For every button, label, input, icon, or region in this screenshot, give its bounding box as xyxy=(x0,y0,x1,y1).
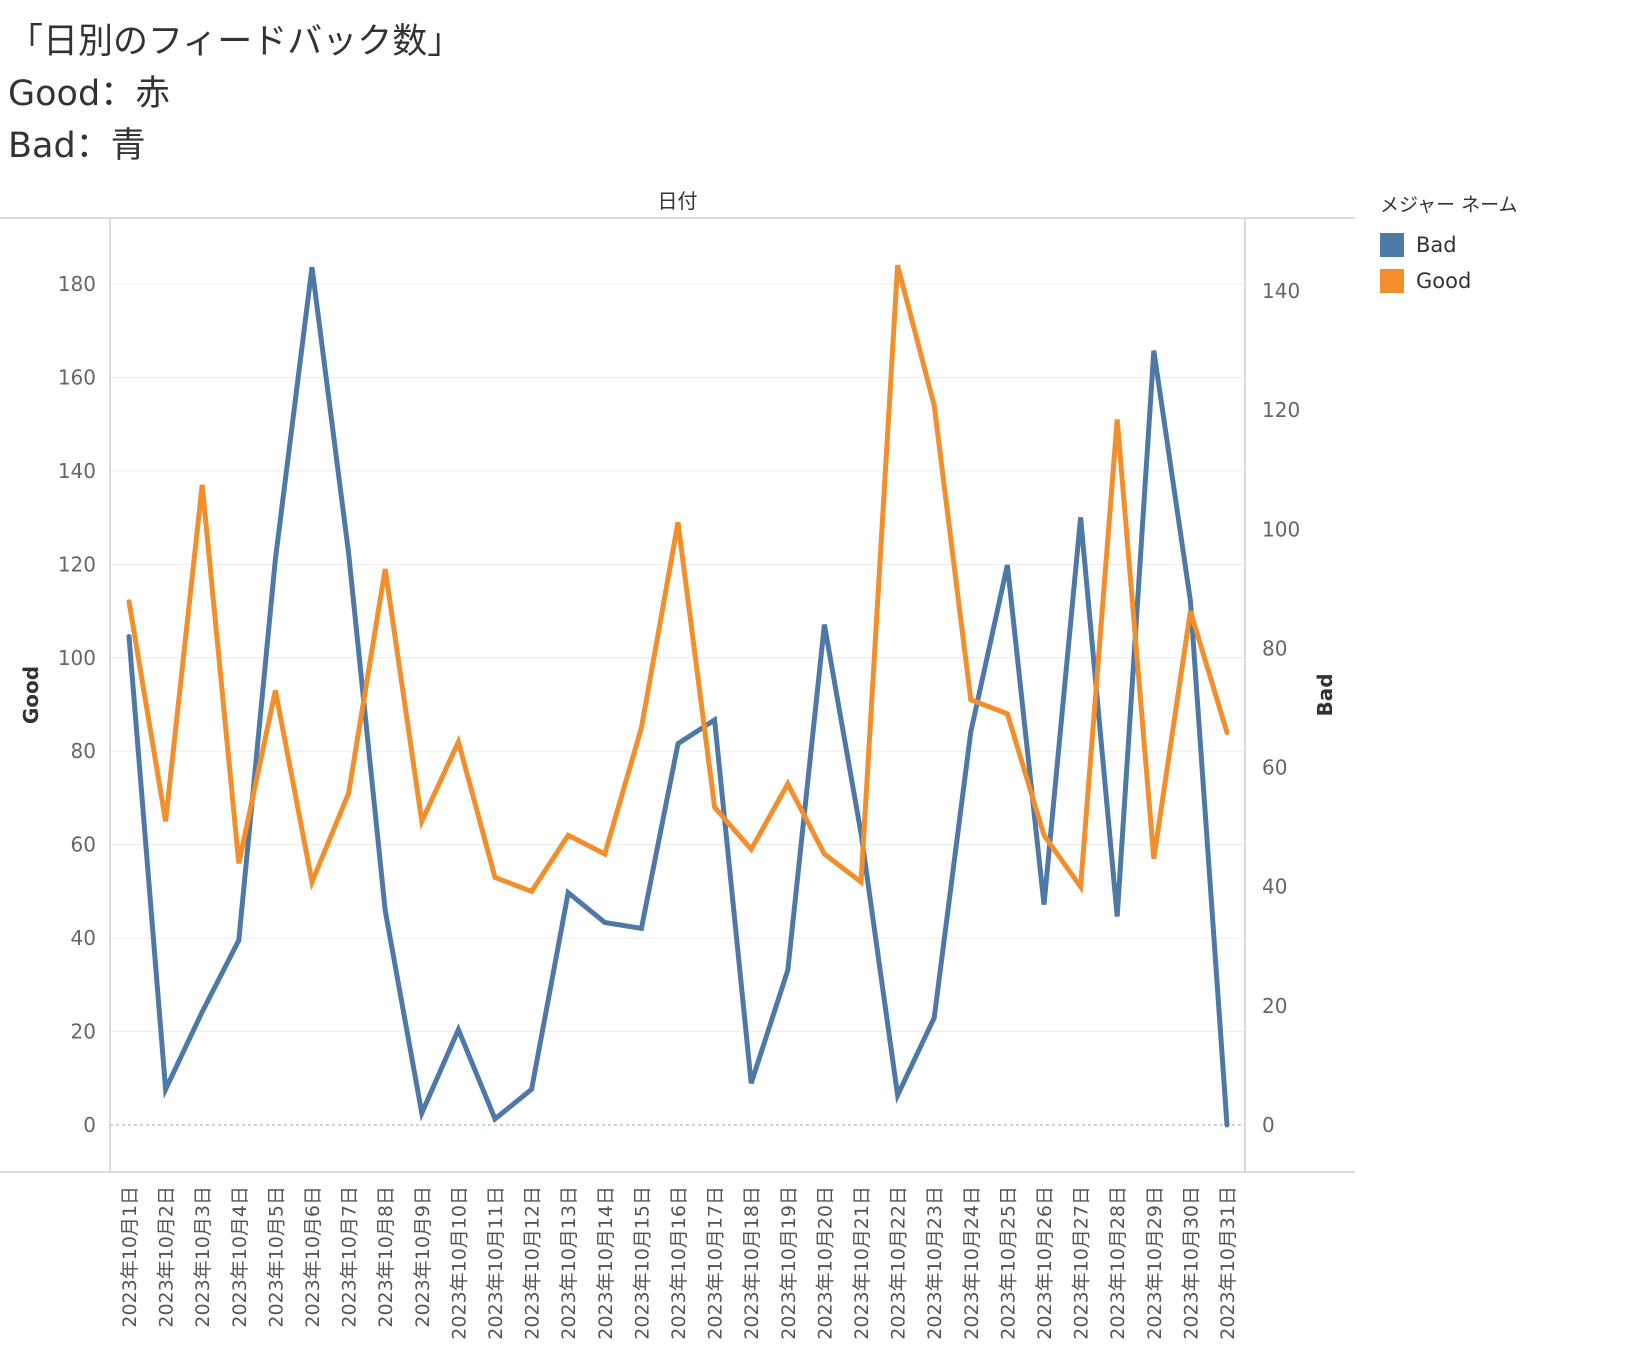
subtitle-bad: Bad：青 xyxy=(8,126,146,166)
x-tick-label: 2023年10月13日 xyxy=(558,1186,580,1340)
x-tick-label: 2023年10月22日 xyxy=(888,1186,910,1340)
x-tick-label: 2023年10月1日 xyxy=(119,1186,141,1328)
x-tick-label: 2023年10月16日 xyxy=(668,1186,690,1340)
x-tick-label: 2023年10月29日 xyxy=(1144,1186,1166,1340)
x-tick-label: 2023年10月11日 xyxy=(485,1186,507,1340)
y-left-axis-title: Good xyxy=(19,666,43,724)
x-tick-label: 2023年10月18日 xyxy=(741,1186,763,1340)
y-left-tick-label: 140 xyxy=(58,459,96,483)
y-left-tick-label: 20 xyxy=(71,1020,96,1044)
x-tick-label: 2023年10月19日 xyxy=(778,1186,800,1340)
x-tick-label: 2023年10月28日 xyxy=(1107,1186,1129,1340)
x-tick-label: 2023年10月7日 xyxy=(339,1186,361,1328)
x-tick-label: 2023年10月6日 xyxy=(302,1186,324,1328)
y-right-tick-label: 60 xyxy=(1262,756,1287,780)
y-right-tick-label: 140 xyxy=(1262,279,1300,303)
y-left-tick-label: 180 xyxy=(58,272,96,296)
y-left-tick-label: 100 xyxy=(58,646,96,670)
x-tick-label: 2023年10月10日 xyxy=(448,1186,470,1340)
y-right-tick-label: 20 xyxy=(1262,994,1287,1018)
x-tick-label: 2023年10月27日 xyxy=(1071,1186,1093,1340)
x-tick-label: 2023年10月2日 xyxy=(156,1186,178,1328)
legend-title: メジャー ネーム xyxy=(1380,194,1518,216)
x-tick-label: 2023年10月12日 xyxy=(522,1186,544,1340)
legend: メジャー ネーム Bad Good xyxy=(1380,190,1518,299)
y-right-tick-label: 120 xyxy=(1262,398,1300,422)
x-tick-label: 2023年10月14日 xyxy=(595,1186,617,1340)
title-block: 「日別のフィードバック数」 Good：赤 Bad：青 xyxy=(8,16,462,172)
x-tick-label: 2023年10月9日 xyxy=(412,1186,434,1328)
x-tick-label: 2023年10月17日 xyxy=(705,1186,727,1340)
x-tick-label: 2023年10月15日 xyxy=(631,1186,653,1340)
y-left-tick-label: 80 xyxy=(71,739,96,763)
y-left-tick-label: 60 xyxy=(71,833,96,857)
subtitle-good: Good：赤 xyxy=(8,74,171,114)
y-left-tick-label: 160 xyxy=(58,365,96,389)
x-tick-label: 2023年10月23日 xyxy=(924,1186,946,1340)
legend-swatch-bad xyxy=(1380,233,1404,257)
y-right-tick-label: 80 xyxy=(1262,636,1287,660)
y-left-tick-label: 0 xyxy=(83,1113,96,1137)
x-tick-label: 2023年10月3日 xyxy=(192,1186,214,1328)
y-right-tick-label: 100 xyxy=(1262,517,1300,541)
x-tick-label: 2023年10月31日 xyxy=(1217,1186,1239,1340)
x-tick-label: 2023年10月20日 xyxy=(814,1186,836,1340)
legend-label-good: Good xyxy=(1416,269,1472,293)
y-right-tick-label: 40 xyxy=(1262,875,1287,899)
date-header: 日付 xyxy=(658,189,698,213)
x-tick-label: 2023年10月24日 xyxy=(961,1186,983,1340)
x-tick-label: 2023年10月21日 xyxy=(851,1186,873,1340)
y-left-tick-label: 120 xyxy=(58,552,96,576)
series-line-bad xyxy=(126,266,1230,1128)
x-tick-label: 2023年10月4日 xyxy=(229,1186,251,1328)
x-tick-label: 2023年10月8日 xyxy=(375,1186,397,1328)
legend-swatch-good xyxy=(1380,269,1404,293)
x-tick-label: 2023年10月30日 xyxy=(1180,1186,1202,1340)
chart-title: 「日別のフィードバック数」 xyxy=(8,22,463,62)
legend-item-bad[interactable]: Bad xyxy=(1380,227,1518,263)
y-right-axis-title: Bad xyxy=(1313,673,1337,716)
x-tick-label: 2023年10月5日 xyxy=(265,1186,287,1328)
legend-label-bad: Bad xyxy=(1416,233,1457,257)
y-left-tick-label: 40 xyxy=(71,926,96,950)
x-tick-label: 2023年10月25日 xyxy=(997,1186,1019,1340)
series-line-good xyxy=(126,264,1230,895)
legend-item-good[interactable]: Good xyxy=(1380,263,1518,299)
x-tick-label: 2023年10月26日 xyxy=(1034,1186,1056,1340)
y-right-tick-label: 0 xyxy=(1262,1113,1275,1137)
